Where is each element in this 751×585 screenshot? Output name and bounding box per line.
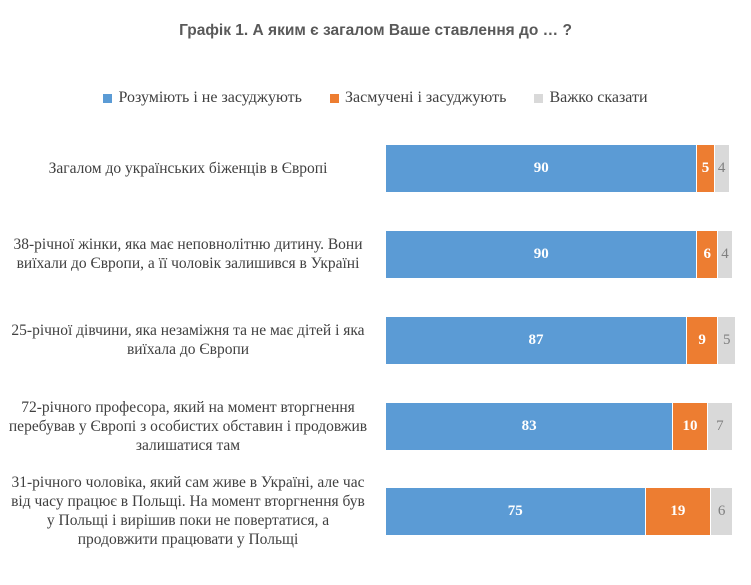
data-label: 4 [717,159,726,176]
bar-segment: 9 [687,316,719,364]
bar-segment: 87 [386,316,688,364]
category-label: 31-річного чоловіка, який сам живе в Укр… [11,474,365,548]
data-label: 5 [701,159,710,176]
bar-segment: 7 [707,402,732,450]
bar-row: 87 9 5 [386,316,736,364]
data-label: 6 [717,502,726,519]
data-label: 7 [716,417,724,434]
bar-segment: 10 [673,402,708,450]
bar-segment: 5 [697,144,715,192]
bar-row: 83 10 7 [386,402,732,450]
legend-swatch [103,93,113,103]
bar-segment: 6 [697,230,719,278]
data-label: 87 [528,331,544,348]
legend-item: Розуміють і не засуджують [103,89,302,107]
bar-segment: 19 [645,487,712,535]
bar-row: 90 5 4 [386,144,729,192]
bar-segment: 4 [714,144,729,192]
legend: Розуміють і не засуджують Засмучені і зас… [0,89,751,107]
data-label: 90 [533,159,549,176]
legend-swatch [329,93,339,103]
bar-segment: 5 [718,316,736,364]
legend-swatch [534,93,544,103]
bar-row: 75 19 6 [386,487,732,535]
data-label: 4 [721,245,729,262]
bar-segment: 90 [386,230,698,278]
data-label: 5 [723,331,731,348]
data-label: 75 [507,502,523,519]
data-label: 19 [670,502,686,519]
category-label: Загалом до українських біженців в Європі [48,159,328,177]
bar-row: 90 6 4 [386,230,732,278]
bar-segment: 83 [386,402,674,450]
data-label: 6 [703,245,712,262]
bar-segment: 75 [386,487,646,535]
bar-segment: 6 [711,487,732,535]
data-label: 9 [698,331,706,348]
bar-segment: 4 [718,230,732,278]
legend-label: Розуміють і не засуджують [118,89,302,106]
category-label: 38-річної жінки, яка має неповнолітню ди… [13,236,363,272]
bar-segment: 90 [386,144,698,192]
data-label: 10 [682,417,698,434]
legend-label: Важко сказати [549,89,648,106]
data-label: 90 [533,245,549,262]
legend-item: Засмучені і засуджують [329,89,507,107]
category-label: 72-річного професора, який на момент вто… [8,398,368,454]
legend-label: Засмучені і засуджують [344,89,507,106]
data-label: 83 [521,417,537,434]
chart-title: Графік 1. А яким є загалом Ваше ставленн… [179,22,572,39]
legend-item: Важко сказати [534,89,648,107]
category-label: 25-річної дівчини, яка незаміжня та не м… [11,322,365,358]
